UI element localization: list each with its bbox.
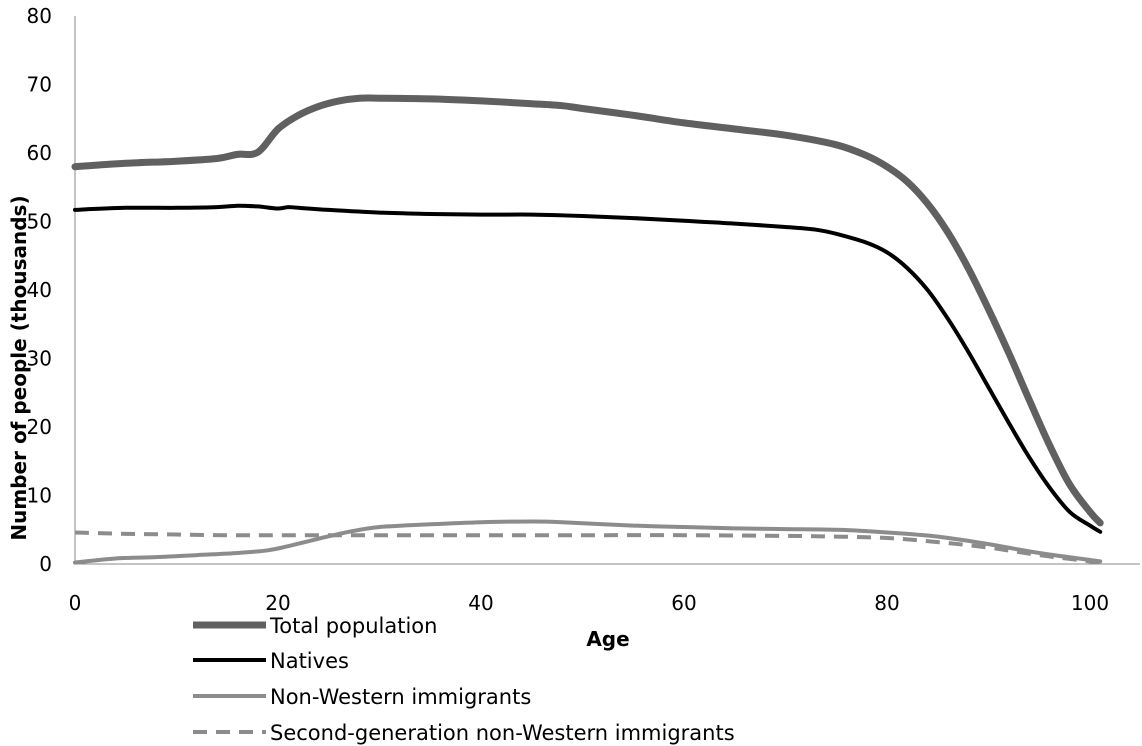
- y-tick-label: 50: [27, 210, 52, 234]
- legend: Total population Natives Non-Western immig…: [193, 614, 735, 745]
- axes: [74, 16, 1140, 565]
- y-tick-label: 70: [27, 73, 52, 97]
- series-line-2: [73, 519, 1103, 565]
- legend-label-1: Natives: [270, 649, 349, 673]
- y-tick-labels: 0 10 20 30 40 50 60 70 80: [27, 4, 52, 576]
- series-layer: [71, 94, 1104, 565]
- x-tick-label: 60: [671, 591, 696, 615]
- y-tick-label: 20: [27, 415, 52, 439]
- x-tick-label: 20: [265, 591, 290, 615]
- x-tick-label: 0: [69, 591, 82, 615]
- x-tick-label: 100: [1071, 591, 1109, 615]
- y-tick-label: 0: [39, 552, 52, 576]
- y-tick-label: 30: [27, 347, 52, 371]
- series-line-0: [71, 94, 1104, 527]
- legend-label-3: Second-generation non-Western immigrants: [270, 721, 735, 745]
- y-tick-label: 10: [27, 484, 52, 508]
- series-line-1: [73, 203, 1103, 534]
- x-tick-label: 40: [468, 591, 493, 615]
- series-line-3: [74, 530, 1101, 565]
- x-tick-labels: 0 20 40 60 80 100: [69, 591, 1109, 615]
- legend-label-0: Total population: [269, 614, 437, 638]
- y-tick-label: 40: [27, 278, 52, 302]
- y-tick-label: 80: [27, 4, 52, 28]
- y-tick-label: 60: [27, 141, 52, 165]
- y-axis-title: Number of people (thousands): [7, 195, 31, 540]
- legend-label-2: Non-Western immigrants: [270, 685, 531, 709]
- x-tick-label: 80: [874, 591, 899, 615]
- x-axis-title: Age: [586, 627, 629, 651]
